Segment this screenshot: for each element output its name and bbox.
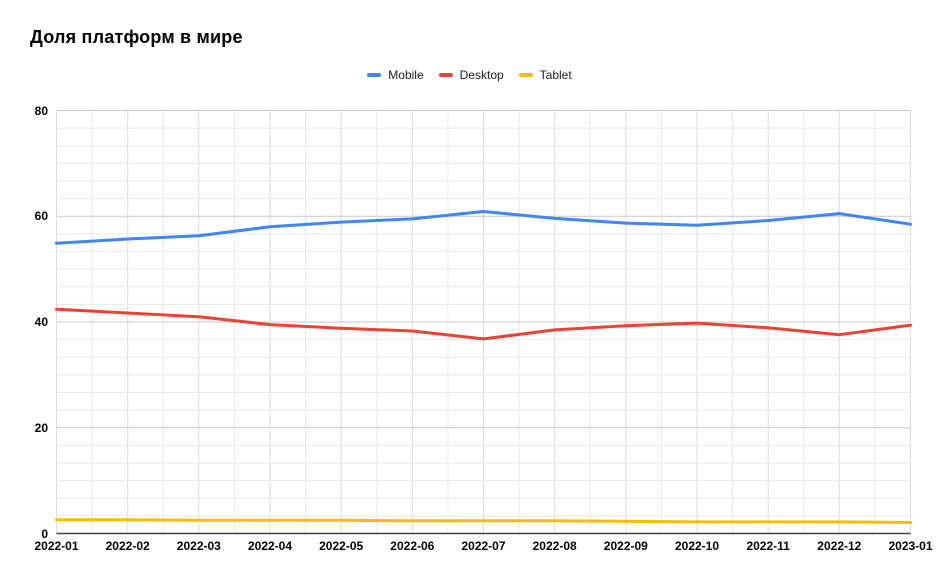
chart-title: Доля платформ в мире (30, 27, 243, 47)
x-axis-tick-label: 2022-08 (532, 539, 577, 553)
chart-legend: Mobile Desktop Tablet (0, 68, 939, 82)
x-axis-tick-label: 2022-12 (817, 539, 862, 553)
y-axis-tick-label: 0 (41, 526, 48, 541)
x-axis-tick-label: 2022-02 (105, 539, 150, 553)
series-line-mobile (55, 210, 912, 245)
series-line-tablet (55, 518, 912, 524)
x-axis-tick-label: 2022-03 (176, 539, 221, 553)
y-axis-tick-label: 80 (34, 103, 48, 118)
x-axis-tick-label: 2022-01 (34, 539, 79, 553)
x-axis-tick-label: 2023-01 (888, 539, 933, 553)
y-axis-tick-label: 20 (34, 420, 48, 435)
y-axis-tick-label: 40 (34, 315, 48, 329)
x-axis-tick-label: 2022-04 (247, 539, 293, 553)
legend-item-tablet: Tablet (518, 68, 572, 82)
series-line-desktop (55, 307, 912, 341)
legend-swatch-tablet (518, 73, 533, 77)
x-axis-tick-label: 2022-07 (461, 539, 506, 553)
x-axis-tick-label: 2022-05 (319, 539, 364, 553)
x-axis-tick-label: 2022-11 (746, 539, 790, 553)
legend-item-mobile: Mobile (367, 68, 424, 82)
y-axis-tick-label: 60 (34, 209, 48, 224)
legend-label: Mobile (388, 68, 424, 82)
legend-item-desktop: Desktop (438, 68, 504, 82)
legend-swatch-mobile (367, 73, 382, 77)
x-axis-tick-label: 2022-09 (603, 539, 648, 553)
x-axis-tick-label: 2022-10 (674, 539, 720, 553)
legend-label: Desktop (459, 68, 504, 82)
x-axis-tick-label: 2022-06 (390, 539, 435, 553)
legend-swatch-desktop (438, 73, 453, 77)
legend-label: Tablet (539, 68, 572, 82)
